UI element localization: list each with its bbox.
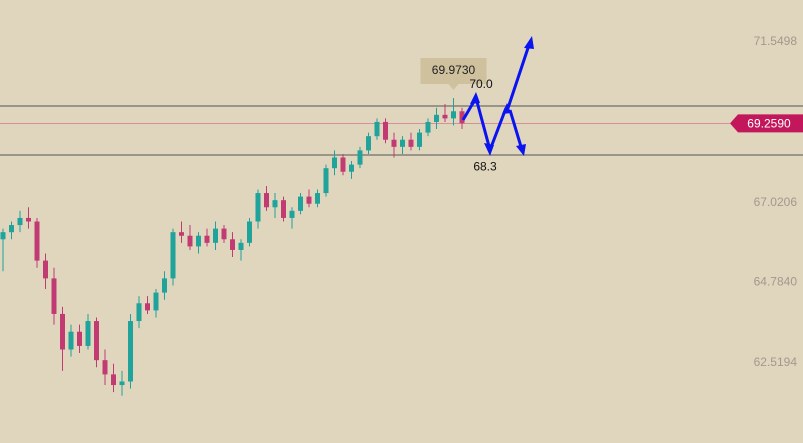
candle-body [349,164,354,172]
candle-body [247,221,252,243]
candle-body [383,121,388,140]
y-tick-label: 67.0206 [754,195,798,209]
candle-body [451,111,456,119]
candle-body [323,168,329,194]
candle-body [17,217,23,226]
y-tick-label: 64.7840 [754,275,798,289]
candle-body [408,139,414,147]
candle-body [255,193,261,222]
arrow-head [484,143,494,156]
last-price-tag [730,114,803,133]
candle-body [51,278,57,314]
candle-body [238,242,244,250]
candle-body [187,235,193,247]
tooltip-label: 69.9730 [432,63,476,77]
candle-body [357,150,363,165]
candle-body [417,132,422,147]
candle-body [60,313,65,350]
candle-body [204,235,210,243]
annotation: 70.0 [469,77,493,91]
candle-body [34,221,40,261]
candle-body [391,139,397,147]
candle-body [9,225,14,233]
candle-body [179,232,184,236]
candle-body [111,374,116,386]
candle-body [272,200,278,208]
candle-body [119,381,125,386]
candle-body [0,232,6,240]
last-price-label: 69.2590 [747,117,791,131]
tooltip-box [420,58,487,91]
candle-body [68,331,74,350]
candle-body [94,321,99,361]
candle-body [43,260,48,279]
candle-body [145,303,150,311]
candle-body [102,360,108,375]
candle-body [162,278,167,293]
candle-body [366,136,371,151]
candle-body [170,232,176,279]
candle-body [77,331,82,346]
candle-body [196,235,201,247]
candle-body [153,292,159,311]
candle-body [374,121,380,137]
candle-body [128,321,133,382]
candle-body [281,200,286,218]
candle-body [434,114,439,122]
candle-body [459,111,465,124]
arrow-head [502,103,511,114]
y-tick-label: 62.5194 [754,355,798,369]
candle-body [289,210,295,218]
candle-body [315,193,320,204]
arrow-head [516,144,526,156]
candle-body [230,239,235,250]
candle-body [332,157,337,169]
candle-body [213,228,218,243]
candle-body [221,228,227,240]
annotation: 68.3 [473,160,497,174]
arrow-head [524,36,534,49]
forecast-arrows [461,36,534,156]
candle-body [298,196,303,211]
candle-body [136,303,142,322]
arrow [474,97,492,151]
arrow [506,41,532,109]
candle-body [425,121,431,133]
candle-body [340,157,346,172]
candle-body [400,139,405,147]
candle-body [85,321,91,346]
arrow [488,107,508,151]
arrow-head [470,92,480,104]
candle-body [26,217,31,222]
candle-body [264,193,269,208]
candle-body [442,114,448,119]
y-tick-label: 71.5498 [754,34,798,48]
arrow [508,109,524,151]
candle-body [306,196,312,204]
